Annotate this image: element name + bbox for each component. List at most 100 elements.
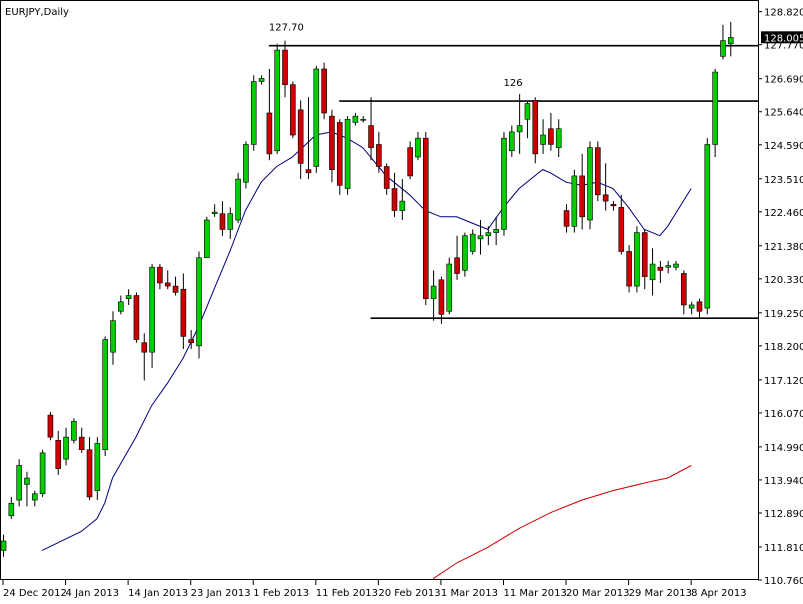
- candle-body: [290, 84, 296, 136]
- candle-body: [157, 266, 163, 284]
- candle-body: [250, 81, 257, 145]
- candle-body: [454, 257, 460, 274]
- x-tick-label: 20 Feb 2013: [378, 588, 440, 599]
- candle-body: [86, 449, 93, 498]
- y-tick-label: 111.810: [764, 543, 803, 554]
- candle-body: [532, 100, 539, 155]
- candle-body: [579, 175, 585, 218]
- y-tick-label: 110.760: [764, 576, 803, 587]
- candle-body: [297, 109, 304, 164]
- candle-body: [720, 40, 726, 57]
- candle-body: [164, 282, 171, 287]
- candle-body: [0, 540, 7, 551]
- candle-body: [211, 211, 218, 214]
- candle-body: [587, 147, 593, 221]
- candle-body: [204, 219, 210, 259]
- candle-body: [415, 137, 421, 158]
- candle-body: [55, 439, 62, 469]
- candle-body: [78, 436, 85, 451]
- candle-body: [258, 78, 265, 82]
- candle-body: [571, 175, 578, 227]
- x-tick-label: 4 Jan 2013: [66, 588, 120, 599]
- candle-body: [125, 295, 132, 299]
- candle-body: [282, 49, 288, 85]
- candle-body: [430, 285, 437, 299]
- y-tick-label: 122.460: [764, 208, 803, 219]
- candle-body: [516, 125, 523, 133]
- x-tick-label: 20 Mar 2013: [566, 588, 629, 599]
- candle-body: [595, 147, 601, 196]
- y-tick-label: 119.250: [764, 309, 803, 320]
- symbol-label: EURJPY,Daily: [5, 7, 69, 18]
- candle-body: [63, 436, 69, 460]
- candle-body: [266, 112, 273, 155]
- candle-body: [407, 147, 413, 177]
- candle-body: [188, 339, 194, 344]
- candle-body: [383, 166, 390, 189]
- candle-body: [110, 320, 116, 353]
- y-tick-label: 117.120: [764, 376, 803, 387]
- candle-body: [336, 122, 343, 186]
- y-tick-label: 114.990: [764, 443, 803, 454]
- candle-body: [610, 203, 617, 207]
- candle-body: [493, 229, 499, 233]
- candle-body: [344, 118, 351, 189]
- level-label: 126: [503, 78, 522, 89]
- candle-body: [313, 68, 320, 167]
- x-tick-label: 11 Feb 2013: [316, 588, 378, 599]
- candle-body: [16, 465, 22, 501]
- current-price-label: 128.005: [764, 33, 803, 44]
- candle-body: [39, 452, 46, 495]
- candle-body: [501, 137, 507, 230]
- candle-body: [227, 213, 234, 230]
- candle-body: [649, 263, 656, 281]
- x-tick-label: 29 Mar 2013: [629, 588, 692, 599]
- candle-body: [376, 144, 382, 167]
- x-tick-label: 8 Apr 2013: [691, 588, 746, 599]
- candle-body: [477, 235, 484, 240]
- x-tick-label: 14 Jan 2013: [128, 588, 188, 599]
- candle-body: [438, 279, 445, 315]
- candle-body: [462, 235, 468, 271]
- candle-body: [8, 502, 15, 517]
- candle-body: [688, 304, 695, 309]
- candle-body: [102, 339, 108, 451]
- candle-body: [485, 232, 492, 237]
- x-tick-label: 23 Jan 2013: [191, 588, 251, 599]
- moving-average-fast-line: [41, 131, 692, 551]
- candle-body: [524, 103, 531, 120]
- candle-body: [141, 342, 148, 353]
- candle-body: [657, 266, 664, 271]
- candle-body: [360, 118, 367, 121]
- candle-body: [321, 68, 327, 114]
- x-tick-label: 11 Mar 2013: [503, 588, 566, 599]
- candle-body: [641, 232, 648, 277]
- candle-body: [305, 169, 312, 174]
- candle-body: [422, 137, 429, 299]
- candle-body: [399, 200, 406, 211]
- level-label: 127.70: [269, 23, 304, 34]
- candle-body: [469, 233, 476, 252]
- candle-body: [712, 71, 718, 145]
- candle-body: [329, 115, 335, 170]
- candle-body: [368, 125, 374, 148]
- candle-body: [602, 194, 609, 202]
- candle-body: [391, 188, 398, 211]
- candle-body: [235, 178, 241, 221]
- y-tick-label: 128.820: [764, 8, 803, 19]
- candle-body: [94, 443, 101, 491]
- candle-body: [118, 301, 124, 312]
- y-tick-label: 120.330: [764, 275, 803, 286]
- y-tick-label: 127.770: [764, 41, 803, 52]
- candle-body: [618, 207, 625, 252]
- candle-body: [540, 134, 546, 145]
- x-tick-label: 1 Mar 2013: [441, 588, 498, 599]
- y-tick-label: 112.890: [764, 509, 803, 520]
- moving-average-slow-line: [432, 465, 692, 580]
- candle-body: [149, 266, 155, 353]
- candle-body: [243, 144, 249, 183]
- y-tick-label: 118.200: [764, 342, 803, 353]
- plot-frame: [0, 0, 759, 580]
- candle-body: [71, 421, 77, 441]
